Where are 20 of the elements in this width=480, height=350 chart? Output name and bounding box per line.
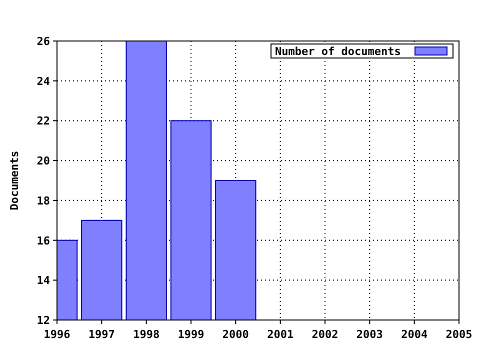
legend-label: Number of documents [275,45,401,58]
y-tick-label: 20 [36,154,50,168]
x-tick-label: 2001 [267,328,294,341]
x-tick-label: 2002 [312,328,338,341]
y-tick-label: 22 [36,114,50,128]
x-tick-label: 2004 [401,328,428,341]
x-tick-label: 2000 [222,328,249,341]
x-tick-label: 2005 [446,328,472,341]
x-tick-label: 1996 [44,328,71,341]
x-tick-label: 1998 [133,328,160,341]
y-tick-label: 26 [36,35,50,48]
y-tick-label: 18 [36,194,50,208]
x-tick-label: 1999 [178,328,204,341]
x-tick-label: 1997 [88,328,115,341]
y-tick-label: 16 [36,234,50,248]
y-tick-label: 24 [36,74,50,88]
y-tick-label: 12 [36,314,50,327]
y-axis-title: Documents [8,150,21,210]
x-tick-label: 2003 [356,328,383,341]
y-tick-label: 14 [36,274,50,288]
